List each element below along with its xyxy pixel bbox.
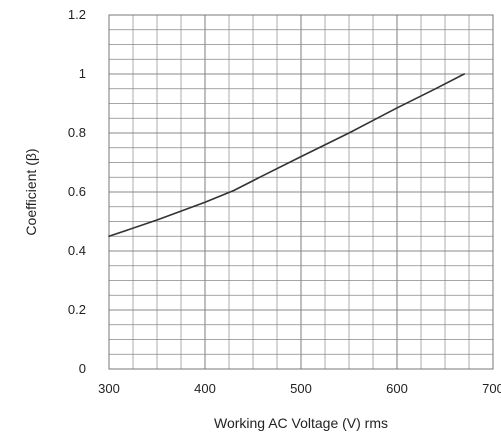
series-layer — [108, 73, 466, 238]
x-tick-label: 700 — [482, 381, 501, 396]
x-tick-labels: 300 400 500 600 700 — [98, 381, 501, 396]
y-tick-label: 0.2 — [68, 302, 86, 317]
x-tick-label: 300 — [98, 381, 120, 396]
series-line-1 — [108, 73, 466, 238]
y-tick-label: 0.8 — [68, 125, 86, 140]
x-tick-label: 400 — [194, 381, 216, 396]
y-tick-label: 0 — [79, 361, 86, 376]
x-axis-title: Working AC Voltage (V) rms — [214, 415, 388, 431]
x-tick-label: 500 — [290, 381, 312, 396]
y-tick-label: 1.2 — [68, 7, 86, 22]
y-tick-labels: 0 0.2 0.4 0.6 0.8 1 1.2 — [68, 7, 86, 376]
y-axis-title: Coefficient (β) — [23, 148, 39, 235]
y-tick-label: 0.6 — [68, 184, 86, 199]
plot-frame — [108, 14, 494, 370]
major-grid — [109, 15, 493, 369]
y-tick-label: 1 — [79, 66, 86, 81]
y-tick-label: 0.4 — [68, 243, 86, 258]
x-tick-label: 600 — [386, 381, 408, 396]
